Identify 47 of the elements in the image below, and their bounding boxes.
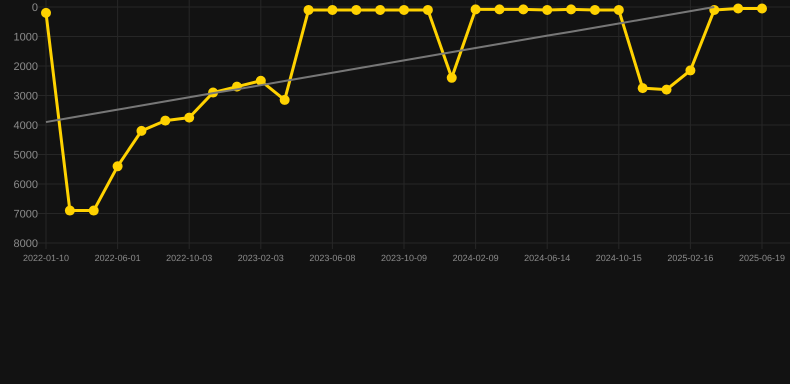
y-tick-label: 7000 [14,208,38,220]
x-tick-label: 2025-06-19 [738,253,786,263]
x-tick-label: 2022-10-03 [166,253,212,263]
x-tick-label: 2024-02-09 [452,253,499,263]
x-tick-label: 2022-06-01 [94,253,141,263]
point [304,4,314,15]
point [160,116,170,126]
point [590,4,600,15]
point [280,94,290,105]
point [638,83,648,94]
y-tick-label: 1000 [14,31,38,44]
x-tick-label: 2023-06-08 [309,253,356,263]
point [422,4,433,15]
point [757,3,767,14]
y-tick-label: 3000 [14,90,38,102]
point [733,3,744,14]
point [112,161,123,172]
point [136,126,146,136]
point [494,4,504,14]
point [566,4,576,14]
point [41,8,51,18]
point [614,4,624,15]
point [399,4,409,15]
point [327,4,338,15]
point [446,72,457,83]
y-tick-label: 5000 [14,149,38,162]
point [88,206,99,216]
y-tick-label: 8000 [14,238,38,250]
point [64,206,75,216]
point [542,4,552,15]
y-tick-label: 2000 [14,60,38,73]
x-tick-label: 2025-02-16 [667,253,714,263]
point [518,4,528,14]
point [470,4,481,14]
point [351,4,362,15]
point [662,84,672,95]
point [184,112,194,123]
y-tick-label: 4000 [14,120,38,132]
x-tick-label: 2022-01-10 [22,253,70,263]
point [375,4,386,15]
x-tick-label: 2024-06-14 [524,253,570,263]
y-tick-label: 6000 [14,178,38,191]
x-tick-label: 2023-02-03 [238,253,284,263]
x-tick-label: 2024-10-15 [596,253,642,263]
y-tick-label: 0 [32,2,38,14]
point [685,65,696,76]
x-tick-label: 2023-10-09 [380,253,428,263]
